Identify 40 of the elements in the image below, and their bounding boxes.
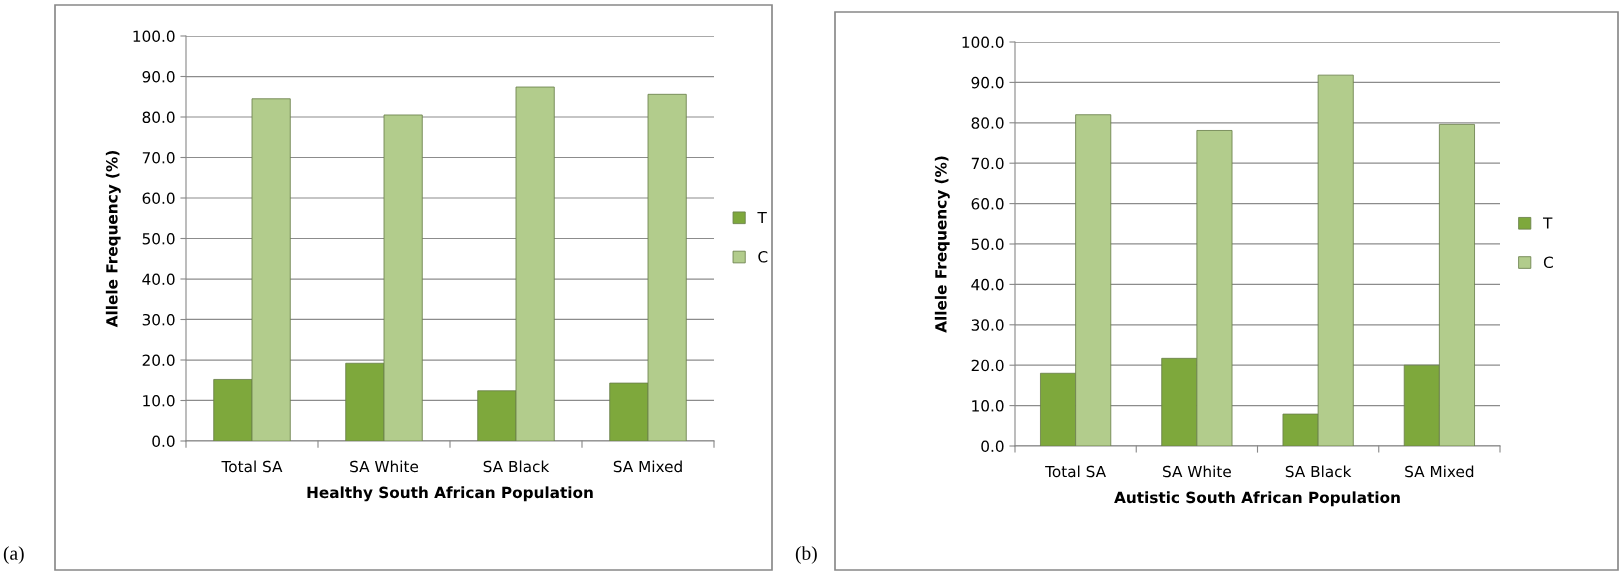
y-tick-label: 40.0 [142,273,175,286]
x-axis-title: Autistic South African Population [1114,491,1400,507]
y-tick-label: 80.0 [142,111,175,124]
y-tick-label: 30.0 [971,319,1004,331]
y-tick-label: 90.0 [142,70,175,83]
y-tick-label: 50.0 [971,238,1004,251]
legend-label: T [757,211,767,224]
text: (b) [795,546,817,564]
y-tick-label: 100.0 [962,36,1004,49]
x-tick-label: SA Black [1285,465,1352,478]
y-tick-label: 90.0 [971,76,1004,89]
x-tick-label: Total SA [1045,465,1106,478]
y-tick-label: 60.0 [142,192,175,205]
y-tick-label: 40.0 [971,278,1004,291]
y-tick-label: 10.0 [143,394,175,407]
y-axis-title: Allele Frequency (%) [105,151,121,328]
y-tick-label: 80.0 [971,117,1004,129]
x-axis-title: Healthy South African Population [307,486,593,502]
y-tick-label: 60.0 [971,198,1004,210]
y-tick-label: 70.0 [142,151,175,164]
y-tick-label: 20.0 [142,354,175,367]
y-tick-label: 50.0 [142,232,175,245]
legend-label: T [1543,217,1553,229]
y-tick-label: 30.0 [142,313,175,326]
y-tick-label: 20.0 [971,359,1004,372]
y-tick-label: 70.0 [971,157,1004,170]
x-tick-label: SA White [350,460,419,473]
x-tick-label: SA Black [483,460,550,473]
text: (a) [3,546,24,564]
x-tick-label: SA Mixed [1405,465,1474,478]
x-tick-label: Total SA [221,460,283,473]
y-tick-label: 0.0 [152,435,175,448]
y-tick-label: 100.0 [133,30,175,43]
y-axis-title: Allele Frequency (%) [934,156,950,333]
y-tick-label: 10.0 [972,400,1004,412]
x-tick-label: SA Mixed [613,460,682,473]
legend-label: C [1543,256,1553,269]
legend-label: C [758,250,768,263]
x-tick-label: SA White [1163,465,1231,478]
y-tick-label: 0.0 [981,440,1004,453]
